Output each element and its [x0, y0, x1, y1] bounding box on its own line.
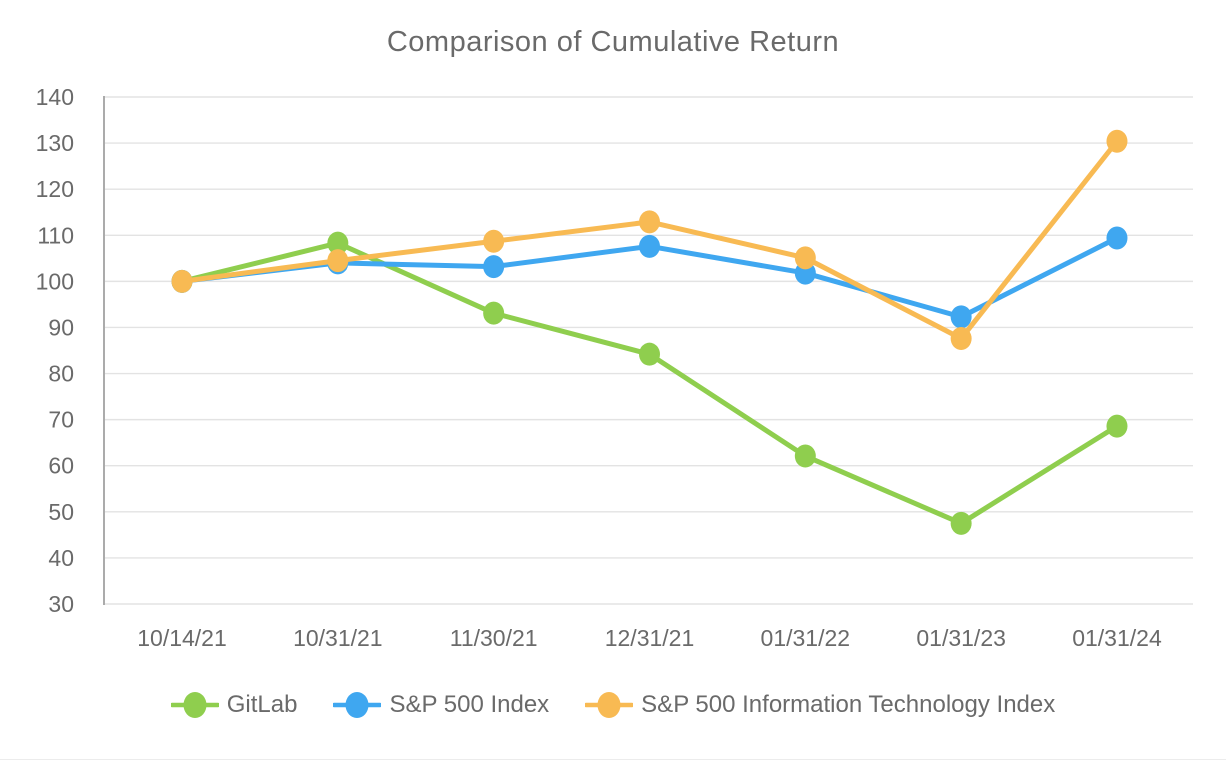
x-tick-label: 12/31/21 [605, 625, 695, 651]
y-tick-label: 50 [48, 499, 74, 525]
legend-dot [345, 692, 369, 718]
legend-marker-icon [170, 692, 219, 718]
x-tick-label: 01/31/24 [1072, 625, 1162, 651]
legend-item-s-p-500-index: S&P 500 Index [333, 688, 549, 722]
data-point-s-p-500-index [483, 255, 505, 279]
y-tick-label: 70 [48, 407, 74, 433]
data-point-gitlab [794, 444, 816, 468]
y-tick-label: 40 [48, 545, 74, 571]
data-point-s-p-500-index [638, 234, 660, 258]
y-tick-label: 110 [37, 222, 74, 248]
legend-label: GitLab [226, 691, 298, 718]
y-tick-label: 100 [36, 268, 74, 294]
data-point-s-p-500-index [950, 305, 972, 329]
legend-label: S&P 500 Index [389, 691, 550, 718]
data-point-s-p-500-index [1106, 226, 1128, 250]
legend-marker-icon [333, 692, 382, 718]
data-point-s-p-500-information-technology-index [1106, 129, 1128, 153]
data-point-s-p-500-information-technology-index [327, 249, 349, 273]
data-point-gitlab [327, 231, 349, 255]
y-tick-label: 140 [36, 84, 74, 110]
line-chart-plot-area: 30 40 50 60 70 80 90 100 110 120 130 140 10/14/21 10/… [36, 84, 1193, 651]
x-tick-label: 11/30/21 [450, 625, 538, 651]
y-tick-label: 80 [48, 361, 74, 387]
data-point-gitlab [483, 301, 505, 325]
x-tick-label: 10/14/21 [137, 625, 227, 651]
y-tick-label: 90 [48, 314, 74, 340]
legend-label: S&P 500 Information Technology Index [641, 691, 1056, 718]
data-point-s-p-500-information-technology-index [794, 246, 816, 270]
legend-item-gitlab: GitLab [170, 688, 298, 722]
data-point-gitlab [950, 511, 972, 535]
legend-marker-icon [585, 692, 634, 718]
data-point-s-p-500-information-technology-index [950, 327, 972, 351]
legend-dot [597, 692, 621, 718]
x-tick-label: 10/31/21 [293, 625, 383, 651]
data-point-gitlab [638, 342, 660, 366]
chart-title: Comparison of Cumulative Return [386, 26, 840, 58]
data-point-s-p-500-information-technology-index [171, 269, 193, 293]
y-tick-label: 30 [48, 591, 74, 617]
x-tick-label: 01/31/22 [761, 625, 851, 651]
data-point-gitlab [1106, 414, 1128, 438]
legend-dot [183, 692, 207, 718]
data-point-s-p-500-information-technology-index [638, 210, 660, 234]
chart-legend: GitLab S&P 500 Index S&P 500 Information T… [0, 688, 1226, 722]
y-tick-label: 130 [36, 130, 74, 156]
y-tick-label: 60 [48, 453, 74, 479]
data-point-s-p-500-information-technology-index [483, 229, 505, 253]
series-line-gitlab [179, 240, 1120, 526]
x-tick-label: 01/31/23 [916, 625, 1006, 651]
y-tick-label: 120 [36, 176, 74, 202]
legend-item-s-p-500-information-technology-index: S&P 500 Information Technology Index [585, 688, 1055, 722]
